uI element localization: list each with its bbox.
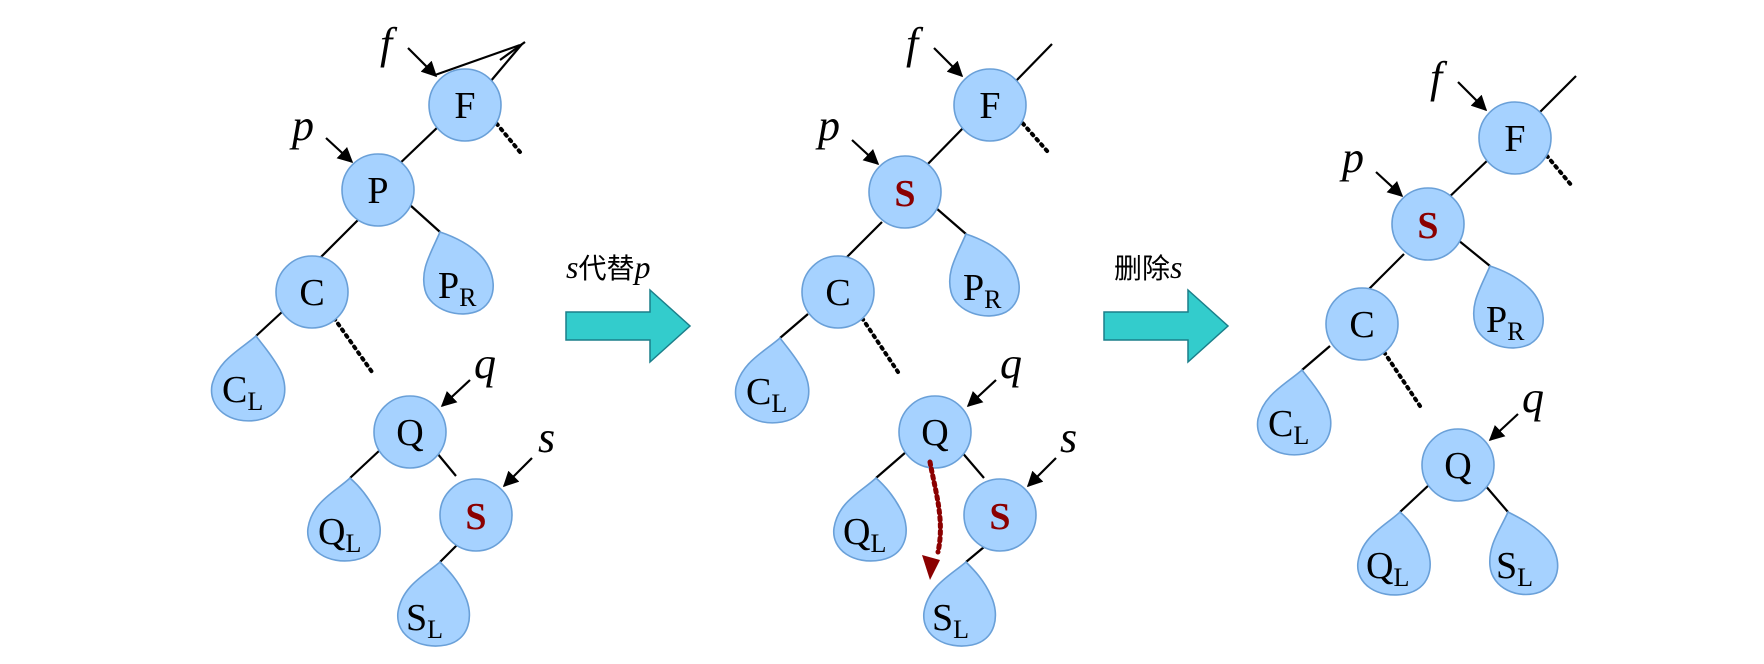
subtree-cl bbox=[210, 334, 286, 422]
node-s bbox=[439, 478, 513, 552]
relink-dotted-arrow bbox=[927, 459, 943, 555]
node-p bbox=[341, 153, 415, 227]
pointer-s-label: s bbox=[538, 413, 555, 462]
svg-text:q: q bbox=[1522, 373, 1544, 422]
svg-text:S: S bbox=[1417, 205, 1438, 247]
svg-text:QL: QL bbox=[1366, 545, 1409, 592]
subtree-ql bbox=[307, 476, 381, 562]
svg-text:SL: SL bbox=[932, 597, 969, 644]
relink-arrowhead bbox=[922, 555, 940, 580]
svg-text:f: f bbox=[1430, 53, 1448, 102]
node-f bbox=[428, 68, 502, 142]
node-f-3 bbox=[1478, 101, 1552, 175]
node-c bbox=[275, 255, 349, 329]
svg-text:p: p bbox=[1339, 133, 1364, 182]
label-cl-sub: L bbox=[247, 387, 263, 416]
label-cl-main: C bbox=[222, 369, 247, 411]
step-arrow-1: s代替p bbox=[565, 249, 692, 364]
svg-text:QL: QL bbox=[318, 511, 361, 558]
node-s-label: S bbox=[465, 496, 486, 538]
subtree-sl bbox=[397, 560, 471, 647]
node-f-2 bbox=[953, 68, 1027, 142]
svg-text:f: f bbox=[906, 19, 924, 68]
label-sl-sub: L bbox=[427, 615, 443, 644]
node-c-2 bbox=[801, 255, 875, 329]
node-s-3 bbox=[1391, 187, 1465, 261]
svg-text:PR: PR bbox=[1486, 299, 1525, 346]
pointer-f-arrow bbox=[407, 47, 438, 78]
svg-text:q: q bbox=[1000, 339, 1022, 388]
svg-text:SL: SL bbox=[406, 597, 443, 644]
subtree-pr-2 bbox=[948, 233, 1020, 317]
node-s-2 bbox=[963, 478, 1037, 552]
pointer-q-arrow bbox=[440, 379, 471, 408]
svg-text:CL: CL bbox=[222, 369, 263, 416]
svg-text:SL: SL bbox=[1496, 545, 1533, 592]
subtree-sl-2 bbox=[923, 560, 997, 647]
subtree-ql-2 bbox=[833, 476, 907, 562]
svg-text:s: s bbox=[1060, 413, 1077, 462]
svg-text:PR: PR bbox=[963, 267, 1002, 314]
step2-caption: 删除s bbox=[1114, 249, 1182, 285]
arrow-1-shape bbox=[565, 288, 692, 364]
label-pr-main: P bbox=[438, 265, 459, 307]
svg-text:CL: CL bbox=[746, 371, 787, 418]
node-q-2 bbox=[898, 395, 972, 469]
svg-text:CL: CL bbox=[1268, 403, 1309, 450]
node-c-3 bbox=[1325, 287, 1399, 361]
svg-text:Q: Q bbox=[1444, 445, 1471, 487]
svg-text:p: p bbox=[815, 101, 840, 150]
svg-text:QL: QL bbox=[843, 511, 886, 558]
subtree-cl-3 bbox=[1256, 368, 1332, 456]
step1-caption: s代替p bbox=[566, 249, 650, 285]
node-q-label: Q bbox=[396, 412, 423, 454]
subtree-pr bbox=[422, 231, 494, 315]
svg-text:S: S bbox=[894, 173, 915, 215]
arrow-2-shape bbox=[1103, 288, 1230, 364]
step-arrow-2: 删除s bbox=[1103, 249, 1230, 364]
pointer-p-arrow bbox=[325, 137, 354, 164]
label-pr-sub: R bbox=[459, 283, 477, 312]
subtree-ql-3 bbox=[1357, 510, 1431, 596]
label-ql-main: Q bbox=[318, 511, 345, 553]
svg-text:C: C bbox=[1349, 304, 1374, 346]
node-c-label: C bbox=[299, 272, 324, 314]
svg-text:Q: Q bbox=[921, 412, 948, 454]
pointer-f-label: f bbox=[380, 19, 398, 68]
pointer-p-label: p bbox=[289, 101, 314, 150]
svg-text:C: C bbox=[825, 272, 850, 314]
svg-text:F: F bbox=[979, 85, 1000, 127]
label-ql-sub: L bbox=[345, 529, 361, 558]
node-f-label: F bbox=[454, 85, 475, 127]
node-s-replaced bbox=[868, 155, 942, 229]
svg-text:PR: PR bbox=[438, 265, 477, 312]
tree-after: PR CL QL SL F S C Q f p q bbox=[1256, 53, 1577, 596]
label-sl-main: S bbox=[406, 597, 427, 639]
pointer-s-arrow bbox=[502, 457, 533, 488]
tree-before: PR CL QL SL F P C Q S f p q s bbox=[210, 19, 555, 647]
node-p-label: P bbox=[367, 170, 388, 212]
pointer-q-label: q bbox=[474, 339, 496, 388]
tree-replaced: PR CL QL SL F S C Q S f p q s bbox=[734, 19, 1077, 647]
subtree-cl-2 bbox=[734, 336, 810, 424]
svg-text:F: F bbox=[1504, 118, 1525, 160]
svg-text:S: S bbox=[989, 496, 1010, 538]
subtree-sl-3 bbox=[1489, 510, 1559, 596]
node-q bbox=[373, 395, 447, 469]
node-q-3 bbox=[1421, 428, 1495, 502]
subtree-pr-3 bbox=[1472, 265, 1544, 349]
